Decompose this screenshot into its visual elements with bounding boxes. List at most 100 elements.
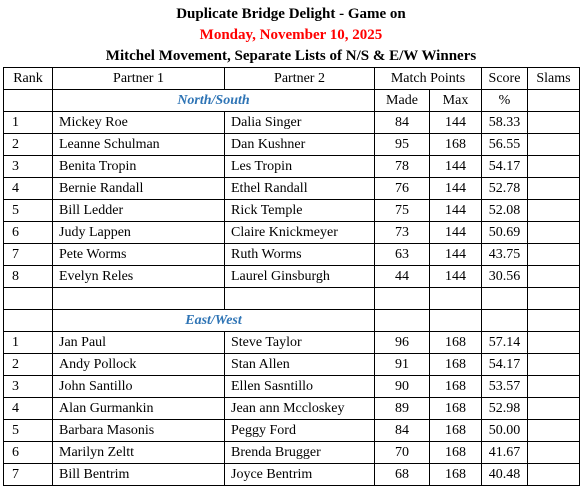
section-header-row: North/South Made Max%: [3, 89, 580, 112]
max-cell: 168: [429, 375, 482, 398]
col-header-score: Score: [481, 67, 528, 90]
made-cell: 70: [374, 441, 430, 464]
score-cell: 53.57: [481, 375, 528, 398]
spacer-cell: [224, 287, 375, 310]
partner2-cell: Peggy Ford: [224, 419, 375, 442]
rank-cell: 7: [3, 463, 53, 486]
header-row: Rank Partner 1 Partner 2 Match Points Sc…: [3, 67, 580, 90]
rank-cell: 5: [3, 419, 53, 442]
partner1-cell: Bill Bentrim: [52, 463, 225, 486]
score-cell: 52.78: [481, 177, 528, 200]
max-cell: 168: [429, 397, 482, 420]
partner1-cell: Marilyn Zeltt: [52, 441, 225, 464]
partner2-cell: Dan Kushner: [224, 133, 375, 156]
made-cell: 91: [374, 353, 430, 376]
score-cell: 43.75: [481, 243, 528, 266]
subheader-slams-blank: [527, 89, 580, 112]
results-sheet: Duplicate Bridge Delight - Game on Monda…: [3, 4, 580, 486]
spacer-cell: [527, 287, 580, 310]
spacer-cell: [3, 287, 53, 310]
spacer-cell: [374, 287, 430, 310]
col-header-partner2: Partner 2: [224, 67, 375, 90]
slams-cell: [527, 397, 580, 420]
score-cell: 52.98: [481, 397, 528, 420]
partner2-cell: Dalia Singer: [224, 111, 375, 134]
table-row: 4 Bernie Randall Ethel Randall 76 144 52.78: [3, 177, 580, 200]
subheader-max: [429, 309, 482, 332]
slams-cell: [527, 111, 580, 134]
max-cell: 144: [429, 243, 482, 266]
score-cell: 54.17: [481, 155, 528, 178]
rank-cell: 3: [3, 155, 53, 178]
table-row: 5 Barbara Masonis Peggy Ford 84 168 50.00: [3, 419, 580, 442]
rank-cell: 6: [3, 441, 53, 464]
rank-cell: 7: [3, 243, 53, 266]
partner1-cell: Bill Ledder: [52, 199, 225, 222]
slams-cell: [527, 375, 580, 398]
score-cell: 52.08: [481, 199, 528, 222]
rank-cell: 1: [3, 331, 53, 354]
score-cell: 40.48: [481, 463, 528, 486]
max-cell: 144: [429, 221, 482, 244]
table-row: 2 Andy Pollock Stan Allen 91 168 54.17: [3, 353, 580, 376]
score-cell: 56.55: [481, 133, 528, 156]
slams-cell: [527, 177, 580, 200]
made-cell: 68: [374, 463, 430, 486]
slams-cell: [527, 265, 580, 288]
rank-cell: 6: [3, 221, 53, 244]
partner1-cell: Evelyn Reles: [52, 265, 225, 288]
col-header-partner1: Partner 1: [52, 67, 225, 90]
made-cell: 84: [374, 111, 430, 134]
max-cell: 144: [429, 265, 482, 288]
max-cell: 144: [429, 111, 482, 134]
subheader-percent: [481, 309, 528, 332]
partner1-cell: Benita Tropin: [52, 155, 225, 178]
made-cell: 44: [374, 265, 430, 288]
table-row: 2 Leanne Schulman Dan Kushner 95 168 56.55: [3, 133, 580, 156]
made-cell: 89: [374, 397, 430, 420]
slams-cell: [527, 353, 580, 376]
section-label: East/West: [52, 309, 375, 332]
score-cell: 50.00: [481, 419, 528, 442]
max-cell: 144: [429, 155, 482, 178]
col-header-slams: Slams: [527, 67, 580, 90]
partner1-cell: Barbara Masonis: [52, 419, 225, 442]
slams-cell: [527, 155, 580, 178]
subheader-max: Max: [429, 89, 482, 112]
spacer-cell: [481, 287, 528, 310]
partner2-cell: Ellen Sasntillo: [224, 375, 375, 398]
score-cell: 50.69: [481, 221, 528, 244]
rank-cell: 4: [3, 397, 53, 420]
section-rank-blank: [3, 89, 53, 112]
made-cell: 76: [374, 177, 430, 200]
partner1-cell: Mickey Roe: [52, 111, 225, 134]
slams-cell: [527, 243, 580, 266]
made-cell: 75: [374, 199, 430, 222]
partner2-cell: Rick Temple: [224, 199, 375, 222]
spacer-cell: [52, 287, 225, 310]
section-label: North/South: [52, 89, 375, 112]
table-row: 1 Mickey Roe Dalia Singer 84 144 58.33: [3, 111, 580, 134]
score-cell: 41.67: [481, 441, 528, 464]
max-cell: 144: [429, 199, 482, 222]
subheader-made: Made: [374, 89, 430, 112]
partner1-cell: Bernie Randall: [52, 177, 225, 200]
max-cell: 168: [429, 133, 482, 156]
partner2-cell: Joyce Bentrim: [224, 463, 375, 486]
score-cell: 54.17: [481, 353, 528, 376]
rank-cell: 2: [3, 133, 53, 156]
col-header-rank: Rank: [3, 67, 53, 90]
slams-cell: [527, 463, 580, 486]
partner2-cell: Brenda Brugger: [224, 441, 375, 464]
section-rank-blank: [3, 309, 53, 332]
section-spacer-row: [3, 287, 580, 310]
table-row: 7 Pete Worms Ruth Worms 63 144 43.75: [3, 243, 580, 266]
made-cell: 63: [374, 243, 430, 266]
partner2-cell: Les Tropin: [224, 155, 375, 178]
rank-cell: 2: [3, 353, 53, 376]
score-cell: 57.14: [481, 331, 528, 354]
table-row: 3 Benita Tropin Les Tropin 78 144 54.17: [3, 155, 580, 178]
table-row: 7 Bill Bentrim Joyce Bentrim 68 168 40.48: [3, 463, 580, 486]
section-header-row: East/West: [3, 309, 580, 332]
made-cell: 90: [374, 375, 430, 398]
